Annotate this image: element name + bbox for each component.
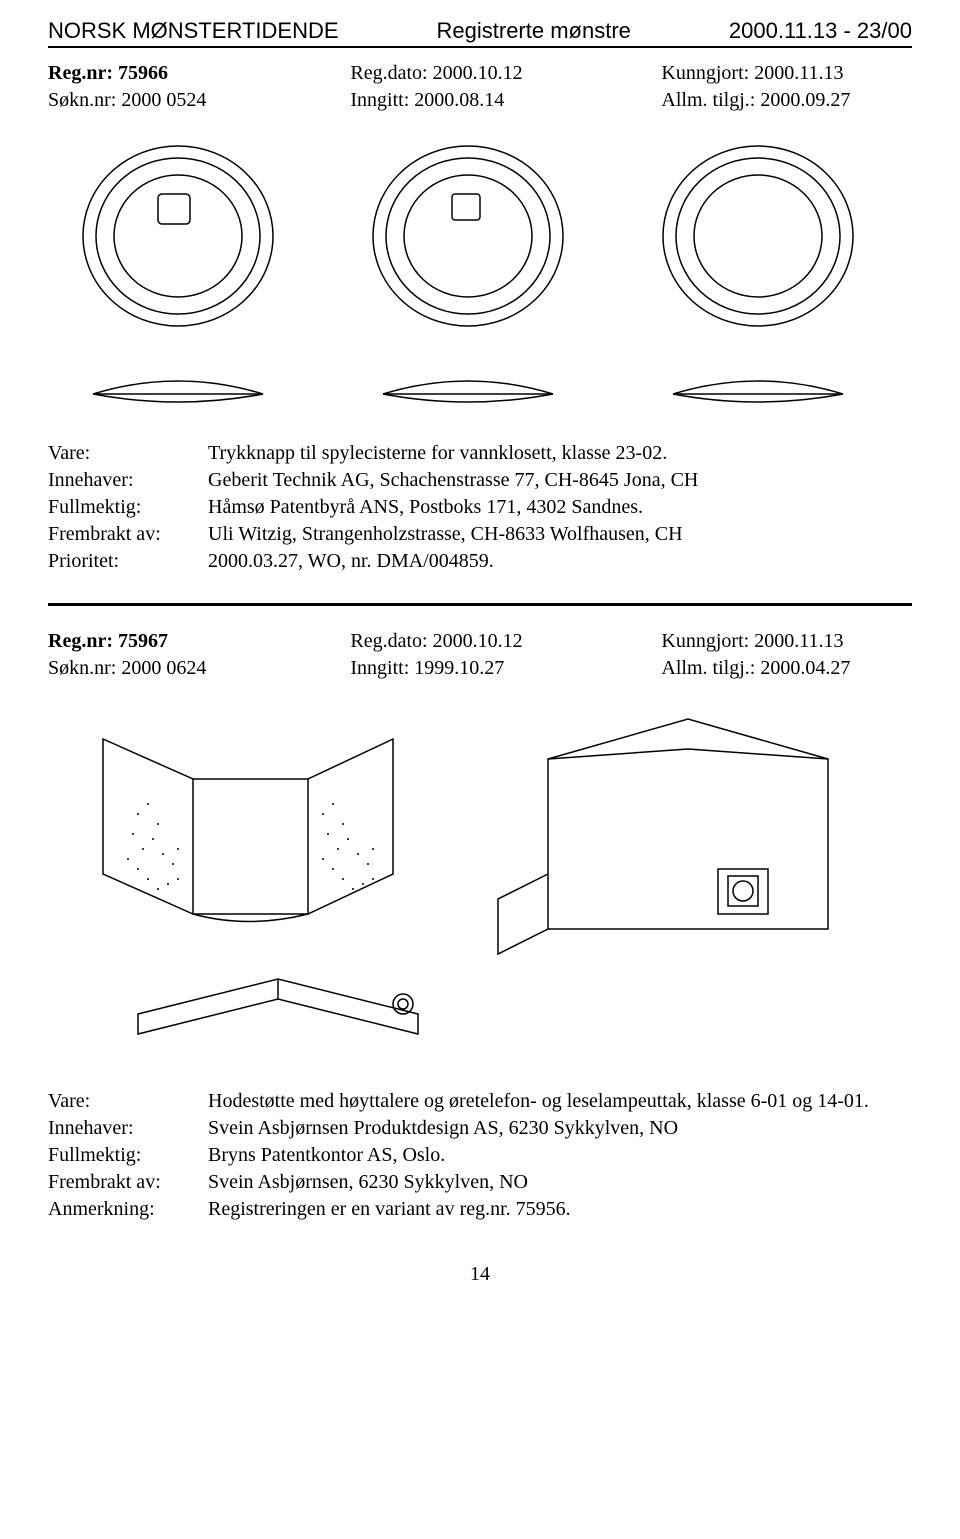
innehaver-label: Innehaver: [48,467,208,494]
kunngjort-value: 2000.11.13 [754,630,843,652]
frembrakt-value: Svein Asbjørnsen, 6230 Sykkylven, NO [208,1169,912,1196]
inngitt-label: Inngitt: [350,89,409,111]
fullmektig-value: Håmsø Patentbyrå ANS, Postboks 171, 4302… [208,494,912,521]
regdato-value: 2000.10.12 [433,62,523,84]
frembrakt-label: Frembrakt av: [48,521,208,548]
record2-figure [48,704,912,1064]
innehaver-label: Innehaver: [48,1115,208,1142]
record1-meta: Reg.nr: 75966 Reg.dato: 2000.10.12 Kunng… [48,62,912,112]
page-number: 14 [48,1263,912,1286]
vare-label: Vare: [48,1088,208,1115]
record2-details: Vare: Hodestøtte med høyttalere og ørete… [48,1088,912,1223]
fullmektig-label: Fullmektig: [48,1142,208,1169]
kunngjort-label: Kunngjort: [661,62,749,84]
regdato-label: Reg.dato: [350,630,427,652]
inngitt-value: 1999.10.27 [414,657,504,679]
innehaver-value: Geberit Technik AG, Schachenstrasse 77, … [208,467,912,494]
regnr-label: Reg.nr: [48,630,113,652]
frembrakt-label: Frembrakt av: [48,1169,208,1196]
page-header: NORSK MØNSTERTIDENDE Registrerte mønstre… [48,18,912,48]
vare-label: Vare: [48,440,208,467]
allm-label: Allm. tilgj.: [661,89,755,111]
fullmektig-label: Fullmektig: [48,494,208,521]
regdato-label: Reg.dato: [350,62,427,84]
soknnr-value: 2000 0624 [121,657,206,679]
soknnr-label: Søkn.nr: [48,89,116,111]
record1-figure [48,136,912,416]
allm-value: 2000.09.27 [760,89,850,111]
inngitt-value: 2000.08.14 [414,89,504,111]
regnr-label: Reg.nr: [48,62,113,84]
prioritet-label: Prioritet: [48,548,208,575]
anmerkning-label: Anmerkning: [48,1196,208,1223]
record-separator [48,603,912,606]
allm-label: Allm. tilgj.: [661,657,755,679]
frembrakt-value: Uli Witzig, Strangenholzstrasse, CH-8633… [208,521,912,548]
regnr-value: 75966 [118,62,168,84]
regnr-value: 75967 [118,630,168,652]
kunngjort-value: 2000.11.13 [754,62,843,84]
record1-details: Vare: Trykknapp til spylecisterne for va… [48,440,912,575]
regdato-value: 2000.10.12 [433,630,523,652]
soknnr-value: 2000 0524 [121,89,206,111]
inngitt-label: Inngitt: [350,657,409,679]
innehaver-value: Svein Asbjørnsen Produktdesign AS, 6230 … [208,1115,912,1142]
allm-value: 2000.04.27 [760,657,850,679]
prioritet-value: 2000.03.27, WO, nr. DMA/004859. [208,548,912,575]
vare-value: Trykknapp til spylecisterne for vannklos… [208,440,912,467]
header-right: 2000.11.13 - 23/00 [729,18,912,44]
header-left: NORSK MØNSTERTIDENDE [48,18,339,44]
kunngjort-label: Kunngjort: [661,630,749,652]
header-center: Registrerte mønstre [437,18,631,44]
soknnr-label: Søkn.nr: [48,657,116,679]
vare-value: Hodestøtte med høyttalere og øretelefon-… [208,1088,912,1115]
anmerkning-value: Registreringen er en variant av reg.nr. … [208,1196,912,1223]
fullmektig-value: Bryns Patentkontor AS, Oslo. [208,1142,912,1169]
record2-meta: Reg.nr: 75967 Reg.dato: 2000.10.12 Kunng… [48,630,912,680]
